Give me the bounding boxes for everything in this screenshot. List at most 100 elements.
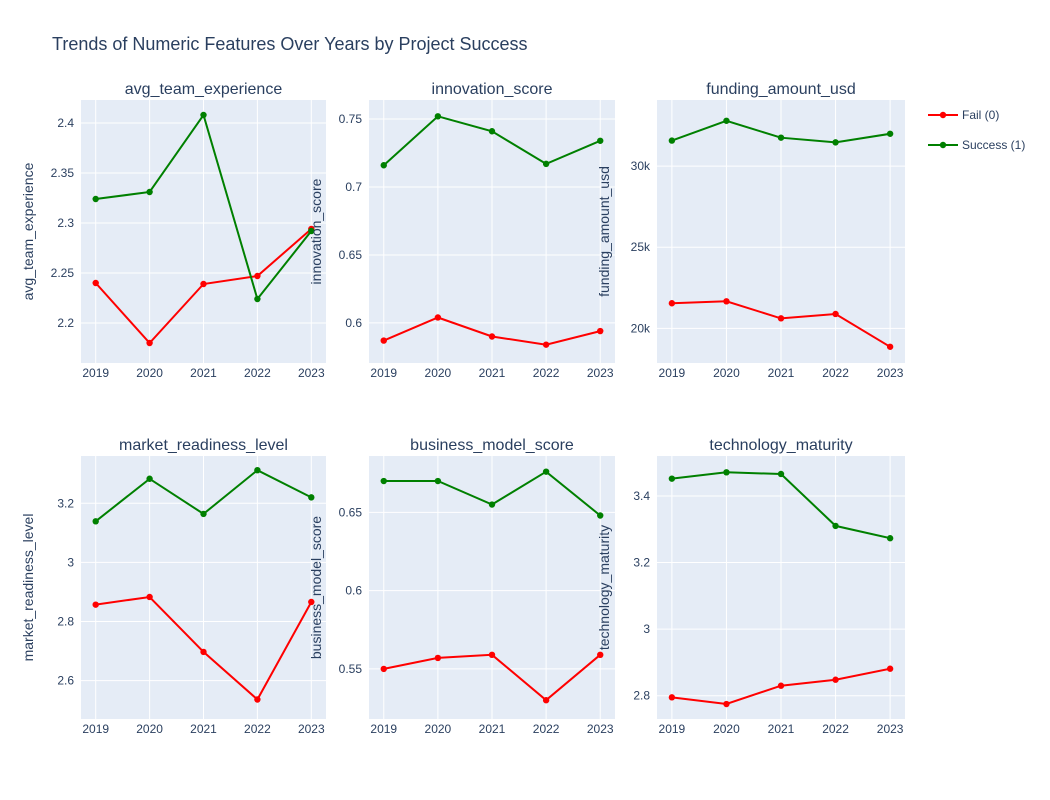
data-point-fail[interactable] xyxy=(308,598,315,606)
data-point-fail[interactable] xyxy=(92,601,99,608)
data-point-success[interactable] xyxy=(542,468,550,475)
subplot-market-readiness-level: 2019 2020 2021 2022 2023 2.6 2.8 3 3.2 market_rea… xyxy=(20,437,326,736)
x-tick-label: 2022 xyxy=(533,366,560,380)
data-point-success[interactable] xyxy=(146,188,153,196)
data-point-fail[interactable] xyxy=(597,651,604,659)
data-point-success[interactable] xyxy=(723,117,730,124)
data-point-success[interactable] xyxy=(777,134,785,141)
data-point-success[interactable] xyxy=(254,466,261,474)
data-point-fail[interactable] xyxy=(832,676,839,683)
subplot-title: innovation_score xyxy=(432,81,553,98)
data-point-success[interactable] xyxy=(777,470,785,478)
x-tick-label: 2023 xyxy=(877,366,904,380)
subplot-title: avg_team_experience xyxy=(125,81,283,98)
data-point-success[interactable] xyxy=(92,518,99,525)
y-tick-label: 25k xyxy=(631,240,651,254)
data-point-success[interactable] xyxy=(308,494,315,501)
y-axis-label: avg_team_experience xyxy=(20,162,36,300)
data-point-fail[interactable] xyxy=(668,300,676,307)
legend-item-success[interactable]: Success (1) xyxy=(928,138,1025,152)
x-tick-label: 2021 xyxy=(190,722,217,736)
data-point-fail[interactable] xyxy=(488,333,496,340)
data-point-fail[interactable] xyxy=(254,696,261,703)
data-point-fail[interactable] xyxy=(200,280,207,288)
data-point-success[interactable] xyxy=(434,477,442,485)
data-point-fail[interactable] xyxy=(146,339,153,347)
subplot-title: business_model_score xyxy=(410,437,574,454)
data-point-success[interactable] xyxy=(542,160,550,168)
data-point-fail[interactable] xyxy=(723,298,730,305)
y-tick-label: 3.2 xyxy=(57,496,74,510)
data-point-success[interactable] xyxy=(434,113,442,120)
data-point-fail[interactable] xyxy=(886,665,894,672)
data-point-success[interactable] xyxy=(886,130,894,137)
data-point-success[interactable] xyxy=(488,501,496,508)
data-point-fail[interactable] xyxy=(668,694,676,701)
x-tick-label: 2022 xyxy=(533,722,560,736)
subplot-technology-maturity: 2019 2020 2021 2022 2023 2.8 3 3.2 3.4 technology… xyxy=(596,437,905,736)
data-point-success[interactable] xyxy=(597,137,604,144)
subplot-business-model-score: 2019 2020 2021 2022 2023 0.55 0.6 0.65 business_… xyxy=(308,437,615,736)
data-point-fail[interactable] xyxy=(832,310,839,318)
figure-title: Trends of Numeric Features Over Years by… xyxy=(52,34,528,54)
y-tick-label: 0.75 xyxy=(339,112,363,126)
x-tick-label: 2023 xyxy=(298,722,325,736)
x-tick-label: 2019 xyxy=(82,366,109,380)
data-point-success[interactable] xyxy=(380,162,387,169)
data-point-success[interactable] xyxy=(886,535,894,542)
data-point-success[interactable] xyxy=(200,111,207,119)
x-tick-label: 2021 xyxy=(190,366,217,380)
x-tick-label: 2023 xyxy=(587,722,614,736)
data-point-success[interactable] xyxy=(668,137,676,144)
y-tick-label: 2.8 xyxy=(57,614,74,628)
data-point-fail[interactable] xyxy=(777,682,785,689)
data-point-success[interactable] xyxy=(200,510,207,518)
data-point-fail[interactable] xyxy=(146,593,153,601)
data-point-fail[interactable] xyxy=(380,337,387,344)
legend-item-fail[interactable]: Fail (0) xyxy=(928,108,999,122)
data-point-fail[interactable] xyxy=(254,272,261,280)
x-tick-label: 2022 xyxy=(244,366,271,380)
data-point-success[interactable] xyxy=(832,139,839,146)
data-point-fail[interactable] xyxy=(380,665,387,673)
data-point-success[interactable] xyxy=(597,512,604,519)
data-point-fail[interactable] xyxy=(777,315,785,322)
x-tick-label: 2023 xyxy=(298,366,325,380)
data-point-fail[interactable] xyxy=(434,314,442,321)
data-point-fail[interactable] xyxy=(92,279,99,287)
data-point-fail[interactable] xyxy=(434,654,442,662)
data-point-success[interactable] xyxy=(488,128,496,135)
data-point-success[interactable] xyxy=(308,227,315,235)
data-point-success[interactable] xyxy=(254,295,261,303)
x-tick-label: 2019 xyxy=(370,366,397,380)
x-tick-label: 2021 xyxy=(768,366,795,380)
x-tick-label: 2019 xyxy=(659,722,686,736)
data-point-fail[interactable] xyxy=(886,343,894,350)
data-point-success[interactable] xyxy=(380,477,387,485)
legend[interactable]: Fail (0) Success (1) xyxy=(928,108,1025,152)
subplot-innovation-score: 2019 2020 2021 2022 2023 0.6 0.65 0.7 0.75 innova… xyxy=(308,81,615,380)
y-axis-label: technology_maturity xyxy=(596,525,612,650)
subplot-funding-amount-usd: 2019 2020 2021 2022 2023 20k 25k 30k funding_amo… xyxy=(596,81,905,380)
data-point-fail[interactable] xyxy=(200,648,207,656)
y-tick-label: 3.2 xyxy=(633,556,650,570)
y-tick-label: 2.25 xyxy=(51,266,75,280)
data-point-fail[interactable] xyxy=(723,700,730,708)
y-axis-label: innovation_score xyxy=(308,178,324,284)
x-tick-label: 2021 xyxy=(479,366,506,380)
data-point-success[interactable] xyxy=(832,522,839,530)
x-tick-label: 2019 xyxy=(370,722,397,736)
data-point-success[interactable] xyxy=(146,475,153,482)
data-point-fail[interactable] xyxy=(542,697,550,704)
x-tick-label: 2022 xyxy=(822,722,849,736)
data-point-fail[interactable] xyxy=(597,327,604,335)
data-point-success[interactable] xyxy=(668,475,676,482)
data-point-success[interactable] xyxy=(723,469,730,476)
data-point-success[interactable] xyxy=(92,195,99,203)
y-tick-label: 0.65 xyxy=(339,505,363,519)
data-point-fail[interactable] xyxy=(488,651,496,659)
y-tick-label: 2.2 xyxy=(57,316,74,330)
data-point-fail[interactable] xyxy=(542,341,550,348)
x-tick-label: 2019 xyxy=(82,722,109,736)
